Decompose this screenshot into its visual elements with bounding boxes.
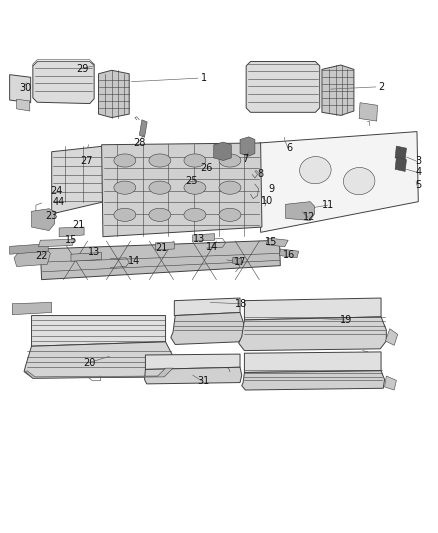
Polygon shape: [395, 157, 406, 172]
Ellipse shape: [219, 154, 241, 167]
Text: 7: 7: [242, 154, 248, 164]
Text: 29: 29: [76, 63, 88, 74]
Text: 30: 30: [19, 83, 32, 93]
Polygon shape: [99, 70, 129, 118]
Polygon shape: [240, 137, 255, 156]
Text: 20: 20: [84, 358, 96, 368]
Polygon shape: [259, 132, 418, 232]
Polygon shape: [171, 312, 244, 344]
Text: 3: 3: [415, 156, 421, 166]
Text: 8: 8: [258, 168, 264, 179]
Ellipse shape: [114, 154, 136, 167]
Polygon shape: [39, 239, 74, 247]
Ellipse shape: [184, 181, 206, 194]
Polygon shape: [10, 244, 48, 254]
Text: 2: 2: [378, 82, 384, 92]
Polygon shape: [174, 298, 240, 316]
Polygon shape: [395, 146, 406, 160]
Polygon shape: [359, 103, 378, 121]
Polygon shape: [145, 367, 242, 384]
Polygon shape: [32, 316, 166, 346]
Text: 9: 9: [268, 183, 275, 193]
Text: 44: 44: [52, 197, 64, 207]
Text: 1: 1: [201, 73, 207, 83]
Text: 12: 12: [303, 213, 315, 222]
Polygon shape: [17, 99, 30, 111]
Text: 16: 16: [283, 250, 295, 260]
Text: 31: 31: [198, 376, 210, 386]
Polygon shape: [244, 352, 381, 373]
Polygon shape: [214, 142, 231, 160]
Polygon shape: [24, 342, 173, 378]
Ellipse shape: [219, 181, 241, 194]
Polygon shape: [33, 61, 94, 103]
Polygon shape: [139, 120, 147, 138]
Polygon shape: [232, 257, 242, 264]
Polygon shape: [239, 317, 386, 351]
Ellipse shape: [219, 208, 241, 221]
Text: 14: 14: [127, 256, 140, 266]
Polygon shape: [59, 227, 84, 237]
Text: 28: 28: [133, 138, 145, 148]
Text: 25: 25: [186, 176, 198, 186]
Polygon shape: [33, 60, 94, 66]
Text: 13: 13: [193, 235, 205, 244]
Polygon shape: [102, 143, 262, 237]
Ellipse shape: [114, 181, 136, 194]
Text: 18: 18: [235, 298, 247, 309]
Text: 4: 4: [415, 167, 421, 177]
Ellipse shape: [114, 208, 136, 221]
Text: 13: 13: [88, 247, 100, 257]
Polygon shape: [242, 371, 385, 390]
Polygon shape: [71, 253, 102, 261]
Ellipse shape: [149, 208, 171, 221]
Polygon shape: [10, 75, 31, 103]
Polygon shape: [385, 376, 396, 390]
Text: 11: 11: [322, 200, 335, 210]
Polygon shape: [193, 233, 215, 241]
Text: 15: 15: [265, 237, 278, 247]
Text: 27: 27: [81, 156, 93, 166]
Text: 26: 26: [201, 163, 213, 173]
Ellipse shape: [149, 181, 171, 194]
Polygon shape: [145, 354, 240, 369]
Polygon shape: [40, 240, 280, 280]
Polygon shape: [286, 201, 314, 221]
Text: 10: 10: [261, 196, 273, 206]
Polygon shape: [52, 146, 104, 214]
Text: 19: 19: [340, 315, 352, 325]
Polygon shape: [279, 249, 299, 258]
Text: 21: 21: [155, 243, 167, 253]
Text: 21: 21: [72, 220, 84, 230]
Text: 22: 22: [35, 251, 48, 261]
Ellipse shape: [184, 154, 206, 167]
Ellipse shape: [184, 208, 206, 221]
Text: 5: 5: [415, 181, 421, 190]
Ellipse shape: [149, 154, 171, 167]
Polygon shape: [246, 61, 320, 112]
Polygon shape: [14, 249, 50, 266]
Ellipse shape: [343, 167, 375, 195]
Text: 15: 15: [65, 235, 77, 245]
Polygon shape: [385, 329, 398, 345]
Ellipse shape: [300, 157, 331, 184]
Polygon shape: [244, 298, 381, 320]
Polygon shape: [322, 65, 354, 115]
Text: 14: 14: [206, 242, 219, 252]
Text: 17: 17: [234, 257, 246, 267]
Polygon shape: [32, 209, 55, 231]
Polygon shape: [155, 242, 174, 250]
Text: 23: 23: [46, 211, 58, 221]
Polygon shape: [266, 238, 288, 247]
Polygon shape: [25, 368, 173, 378]
Text: 24: 24: [50, 186, 62, 196]
Polygon shape: [12, 302, 52, 314]
Text: 6: 6: [286, 143, 292, 154]
